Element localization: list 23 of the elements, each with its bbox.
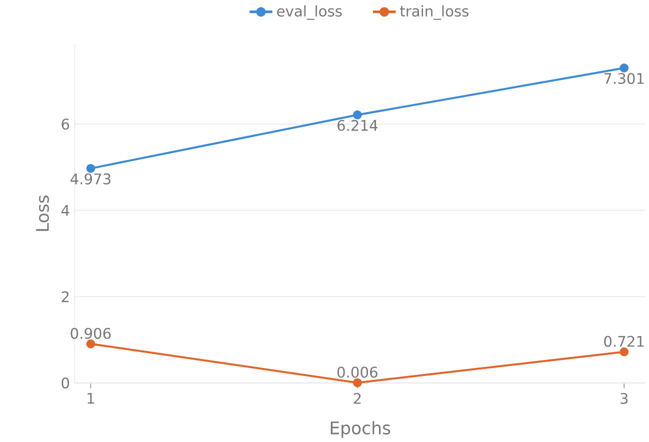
point [352,378,362,388]
legend-label: eval_loss [277,5,342,20]
y-axis-title: Loss [36,195,49,231]
data-label: 6.214 [338,120,378,131]
data-label: 0.906 [70,328,111,339]
point [620,347,629,356]
y-tick-label: 6 [62,118,70,130]
y-tick-label: 4 [61,204,70,216]
data-label: 4.973 [70,173,110,184]
point [86,164,96,173]
point [620,63,629,72]
x-tick-label: 2 [354,392,361,404]
legend-label: train_loss [400,5,468,20]
point [352,110,362,120]
x-tick-label: 3 [620,392,628,404]
data-label: 7.301 [604,72,644,84]
data-label: 0.006 [337,366,378,378]
data-label: 0.721 [604,336,644,347]
y-tick-label: 0 [62,377,70,388]
point [86,339,96,348]
x-axis-title: Epochs [330,420,390,438]
y-tick-label: 2 [62,291,69,302]
x-tick-label: 1 [88,392,94,404]
